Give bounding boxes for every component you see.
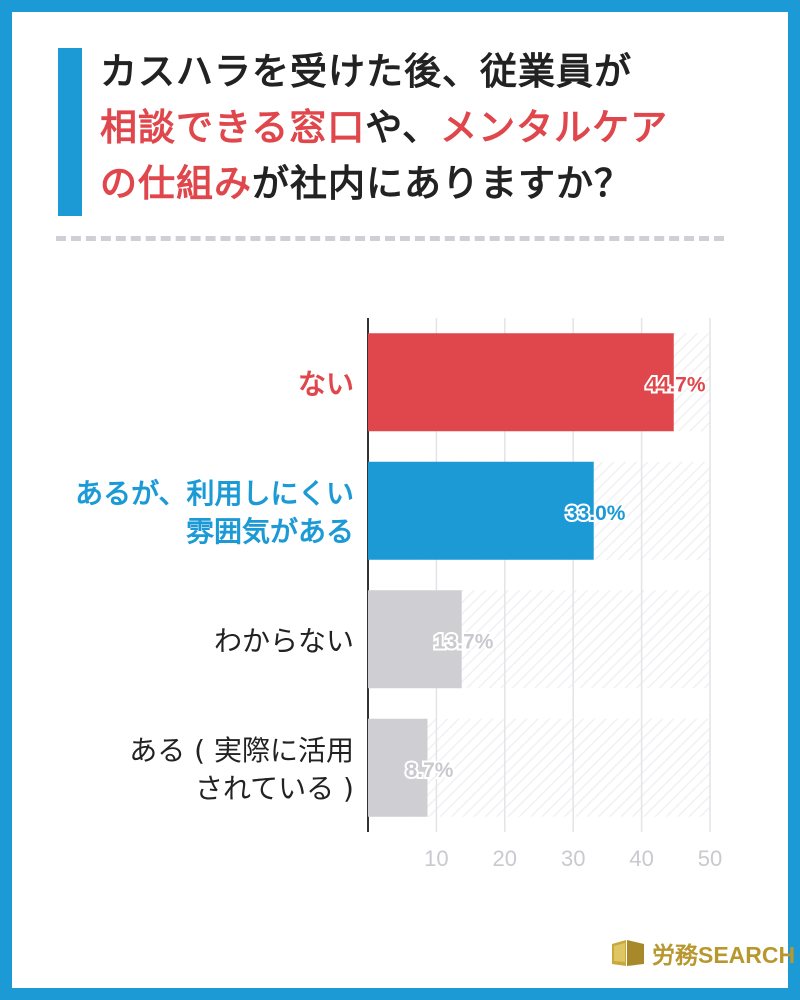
x-tick-label: 30 <box>561 846 585 871</box>
category-label: されている ) <box>195 772 354 805</box>
chart-title: カスハラを受けた後、従業員が 相談できる窓口や、メンタルケア の仕組みが社内にあ… <box>100 44 760 212</box>
bar-value-label: 13.7% <box>434 630 494 653</box>
brand-logo: 労務SEARCH <box>610 936 795 970</box>
category-label: 雰囲気がある <box>186 515 354 548</box>
bar <box>368 461 594 560</box>
bar <box>368 333 674 432</box>
title-segment: 相談できる窓口 <box>100 106 366 149</box>
title-accent-bar <box>58 48 82 216</box>
book-icon <box>612 940 644 966</box>
category-label: わからない <box>214 624 354 657</box>
title-line-2: 相談できる窓口や、メンタルケア <box>100 100 760 156</box>
x-tick-label: 40 <box>629 846 653 871</box>
brand-logo-text: 労務SEARCH <box>652 942 796 968</box>
bar-value-label: 8.7% <box>406 759 454 782</box>
category-label: ある ( 実際に活用 <box>129 734 354 767</box>
bar <box>368 718 428 817</box>
category-label: ない <box>298 367 354 400</box>
x-tick-label: 50 <box>698 846 722 871</box>
bar-value-label: 33.0% <box>566 502 626 525</box>
title-line-1: カスハラを受けた後、従業員が <box>100 44 760 100</box>
title-segment: カスハラを受けた後、従業員が <box>100 50 632 93</box>
x-tick-label: 20 <box>493 846 517 871</box>
category-label: あるが、利用しにくい <box>75 477 354 510</box>
title-segment: や、 <box>365 106 441 149</box>
bar-value-label: 44.7% <box>646 373 706 396</box>
title-line-3: の仕組みが社内にありますか？ <box>100 156 760 212</box>
title-segment: が社内にありますか？ <box>252 162 632 205</box>
bar <box>368 590 462 689</box>
x-tick-label: 10 <box>424 846 448 871</box>
title-segment: メンタルケア <box>440 106 669 149</box>
dashed-divider <box>56 236 724 241</box>
title-segment: の仕組み <box>100 162 252 205</box>
